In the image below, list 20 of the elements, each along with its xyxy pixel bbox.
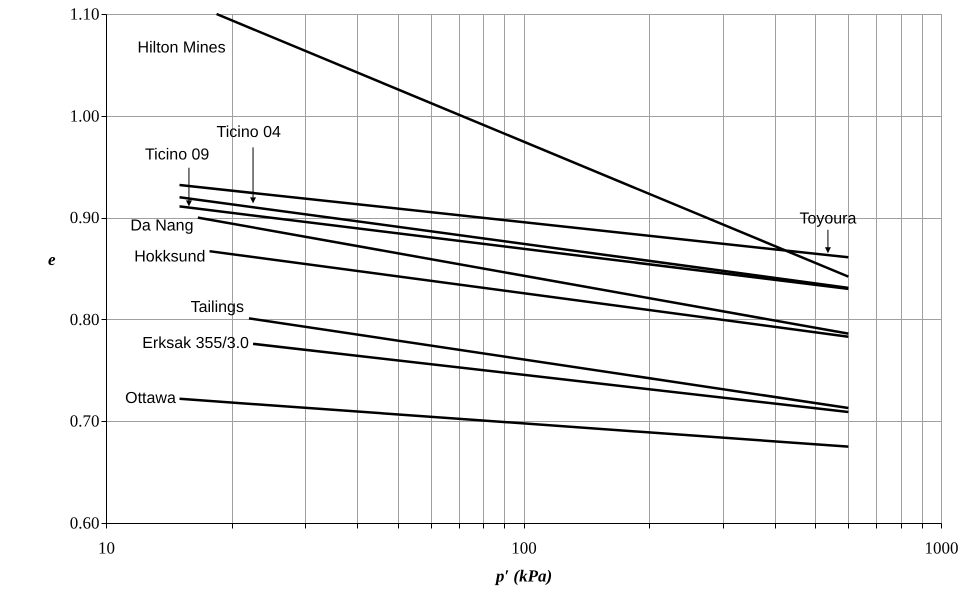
series-label: Ottawa xyxy=(125,390,176,407)
x-axis-title: p′ (kPa) xyxy=(494,566,552,586)
y-tick-label: 0.70 xyxy=(70,412,100,431)
legend-label: Da Nang xyxy=(130,218,194,235)
text: Ticino 04 xyxy=(216,124,281,142)
y-axis-title: e xyxy=(48,250,56,269)
series-label: Toyoura xyxy=(799,210,856,228)
series-label: Hokksund xyxy=(134,248,206,266)
y-tick-label: 0.60 xyxy=(70,514,100,532)
series-label: Hilton Mines xyxy=(138,40,226,57)
series-label: Erksak 355/3.0 xyxy=(142,334,250,352)
y-tick-label: 1.00 xyxy=(70,106,100,126)
x-tick-label: 100 xyxy=(511,538,537,558)
x-tick-label: 1000 xyxy=(924,538,958,558)
y-tick-label: 0.80 xyxy=(70,310,100,329)
series-label: Tailings xyxy=(190,299,244,316)
text: Ticino 09 xyxy=(145,146,210,164)
y-tick-label: 1.10 xyxy=(70,4,100,24)
y-tick-label: 0.90 xyxy=(70,208,100,228)
x-tick-label: 10 xyxy=(98,538,115,558)
